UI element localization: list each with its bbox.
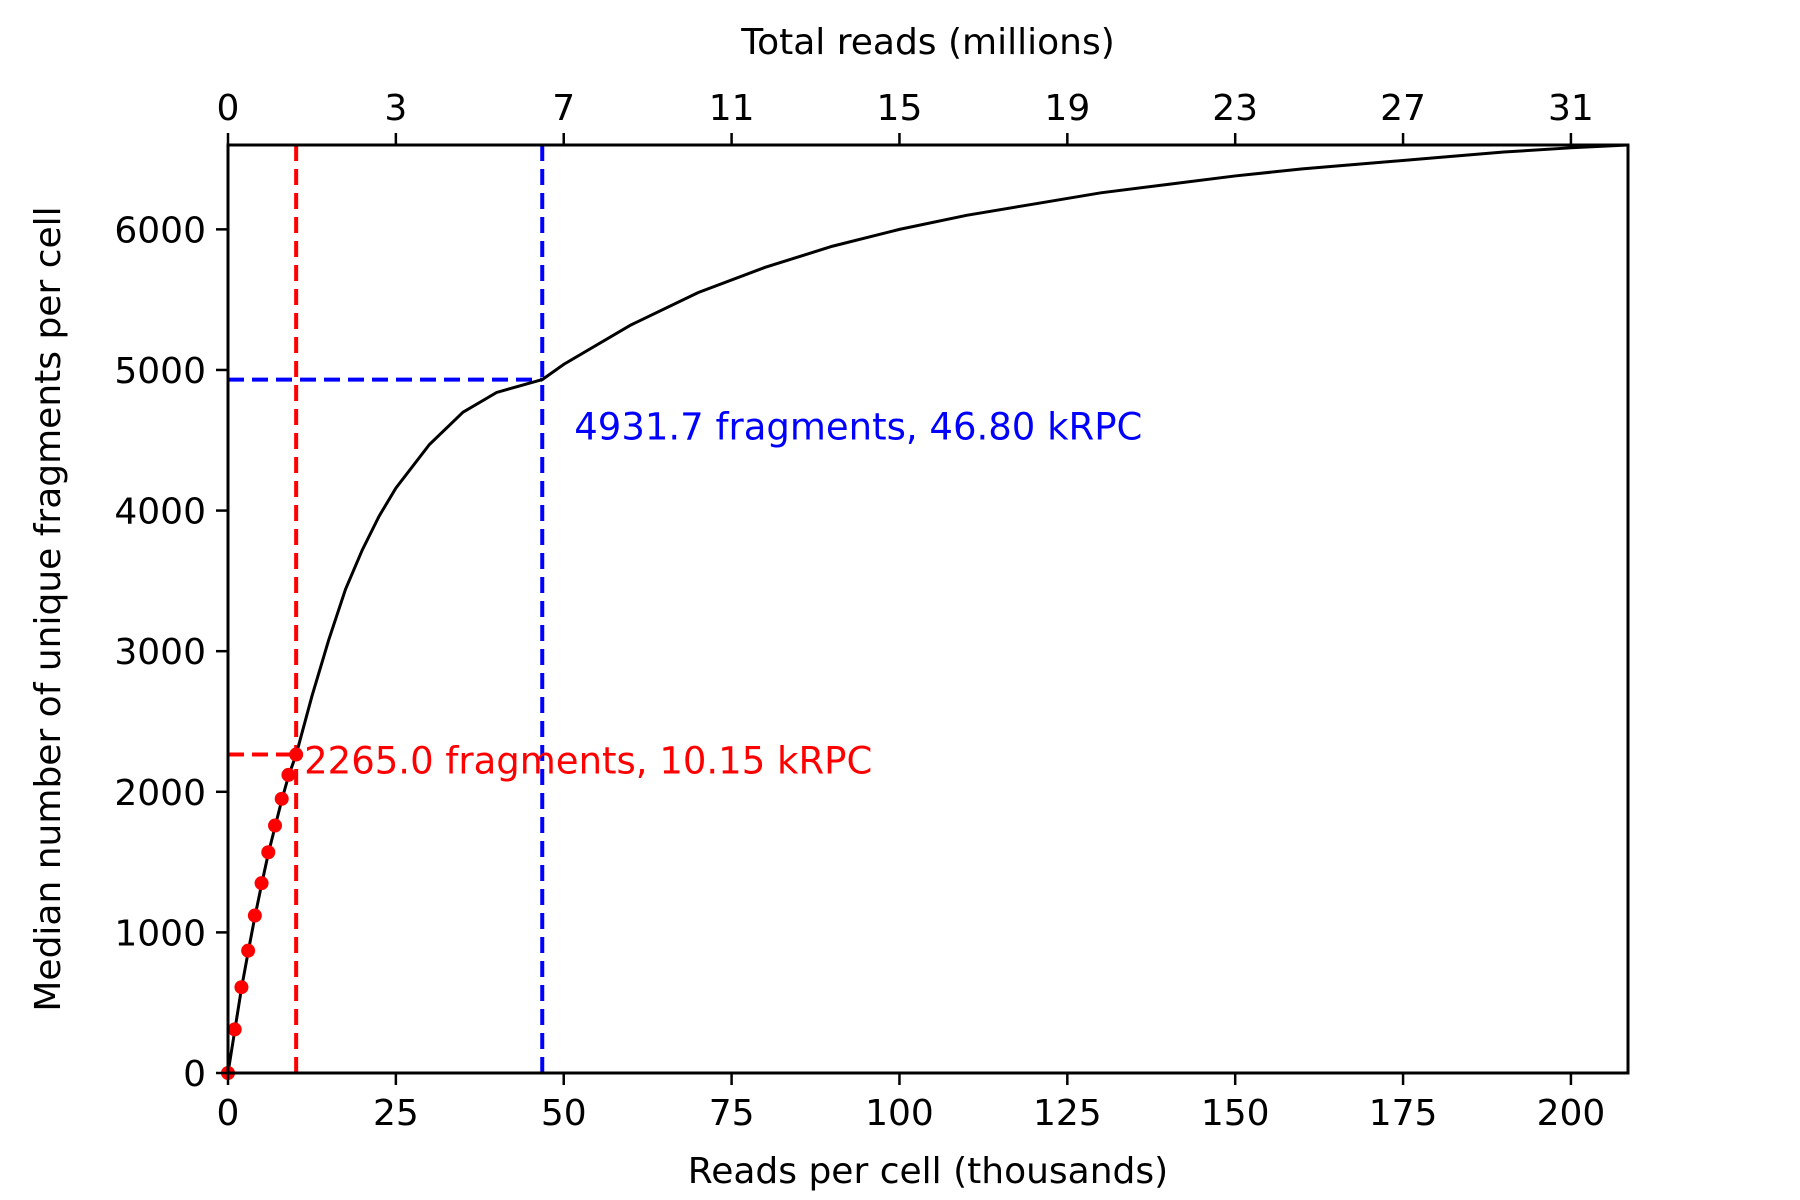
- x-tick-label-2: 50: [541, 1093, 587, 1134]
- data-point-9: [281, 767, 296, 782]
- data-point-5: [254, 876, 269, 891]
- top-tick-label-0: 0: [217, 88, 240, 129]
- top-tick-label-1: 3: [384, 88, 407, 129]
- curve-layer: [226, 143, 1629, 1074]
- x-axis-label: Reads per cell (thousands): [688, 1151, 1168, 1192]
- text-layer: Reads per cell (thousands) Total reads (…: [28, 22, 1168, 1192]
- x-tick-label-6: 150: [1201, 1093, 1270, 1134]
- data-point-1: [227, 1022, 242, 1037]
- y-tick-label-3: 3000: [114, 632, 206, 673]
- top-tick-label-7: 27: [1380, 88, 1426, 129]
- x-tick-label-0: 0: [217, 1093, 240, 1134]
- y-tick-label-0: 0: [183, 1054, 206, 1095]
- top-x-axis-label: Total reads (millions): [740, 22, 1115, 63]
- y-tick-label-4: 4000: [114, 492, 206, 533]
- data-point-6: [261, 845, 276, 860]
- x-tick-label-7: 175: [1369, 1093, 1438, 1134]
- x-tick-label-3: 75: [709, 1093, 755, 1134]
- top-tick-label-5: 19: [1044, 88, 1090, 129]
- top-tick-label-2: 7: [552, 88, 575, 129]
- y-tick-label-2: 2000: [114, 773, 206, 814]
- top-tick-label-6: 23: [1212, 88, 1258, 129]
- top-tick-label-3: 11: [709, 88, 755, 129]
- data-point-7: [268, 818, 283, 833]
- data-point-4: [247, 908, 262, 923]
- x-tick-label-8: 200: [1537, 1093, 1606, 1134]
- annotation-low: 2265.0 fragments, 10.15 kRPC: [304, 740, 872, 783]
- scatter-layer: [221, 747, 304, 1080]
- x-tick-label-4: 100: [865, 1093, 934, 1134]
- fitted-curve: [226, 143, 1629, 1074]
- y-tick-label-1: 1000: [114, 913, 206, 954]
- axes-frame: [226, 143, 1630, 1075]
- x-tick-label-1: 25: [373, 1093, 419, 1134]
- data-point-2: [234, 980, 249, 995]
- x-tick-label-5: 125: [1033, 1093, 1102, 1134]
- marker-guides: [228, 145, 545, 1073]
- data-point-10: [289, 747, 304, 762]
- tick-layer: 0 25 50 75 100 125 150 175 2000 3 7 11 15 19 23 27 31010…: [114, 88, 1605, 1134]
- top-tick-label-4: 15: [877, 88, 923, 129]
- y-tick-label-6: 6000: [114, 210, 206, 251]
- data-point-3: [241, 943, 256, 958]
- annotation-high: 4931.7 fragments, 46.80 kRPC: [574, 406, 1142, 449]
- data-point-8: [274, 791, 289, 806]
- plot-frame: [226, 143, 1630, 1075]
- y-tick-label-5: 5000: [114, 351, 206, 392]
- top-tick-label-8: 31: [1548, 88, 1594, 129]
- y-axis-label: Median number of unique fragments per ce…: [28, 206, 69, 1011]
